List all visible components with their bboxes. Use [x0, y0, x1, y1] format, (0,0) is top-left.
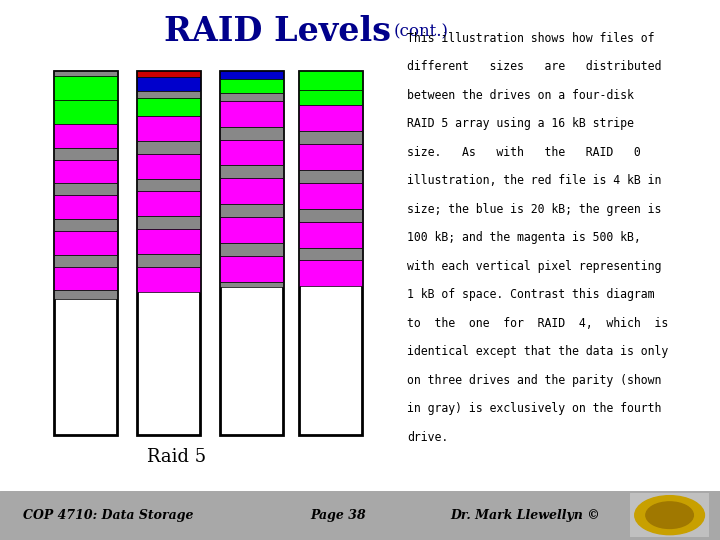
Bar — [54, 184, 117, 195]
Bar — [54, 195, 117, 219]
Bar — [137, 91, 200, 98]
Bar — [54, 231, 117, 255]
Bar — [299, 260, 362, 286]
Bar — [54, 71, 117, 435]
Text: COP 4710: Data Storage: COP 4710: Data Storage — [23, 509, 193, 522]
Bar — [137, 217, 200, 229]
Bar — [54, 160, 117, 184]
Bar — [299, 105, 362, 131]
Bar — [220, 204, 283, 217]
Bar — [220, 71, 283, 435]
Bar — [299, 170, 362, 183]
Text: to  the  one  for  RAID  4,  which  is: to the one for RAID 4, which is — [407, 317, 668, 330]
Bar — [137, 254, 200, 267]
Bar — [220, 93, 283, 101]
Text: size.   As   with   the   RAID   0: size. As with the RAID 0 — [407, 146, 641, 159]
Bar — [220, 126, 283, 139]
Bar — [54, 71, 117, 76]
Bar — [137, 71, 200, 435]
Text: drive.: drive. — [407, 431, 448, 444]
Bar — [299, 221, 362, 247]
Text: on three drives and the parity (shown: on three drives and the parity (shown — [407, 374, 661, 387]
Text: RAID Levels: RAID Levels — [163, 16, 391, 49]
Text: between the drives on a four-disk: between the drives on a four-disk — [407, 89, 634, 102]
Bar — [220, 165, 283, 178]
Bar — [299, 71, 362, 435]
Bar — [220, 79, 283, 93]
Bar — [137, 154, 200, 179]
Bar — [299, 71, 362, 90]
Bar — [137, 267, 200, 292]
Text: Dr. Mark Llewellyn ©: Dr. Mark Llewellyn © — [451, 509, 600, 522]
Bar — [54, 219, 117, 231]
Text: 1 kB of space. Contrast this diagram: 1 kB of space. Contrast this diagram — [407, 288, 654, 301]
Text: (cont.): (cont.) — [394, 23, 449, 40]
Text: RAID 5 array using a 16 kB stripe: RAID 5 array using a 16 kB stripe — [407, 117, 634, 131]
Bar — [54, 291, 117, 299]
Text: illustration, the red file is 4 kB in: illustration, the red file is 4 kB in — [407, 174, 661, 187]
Text: size; the blue is 20 kB; the green is: size; the blue is 20 kB; the green is — [407, 203, 661, 216]
Text: Raid 5: Raid 5 — [147, 448, 206, 466]
Bar — [54, 100, 117, 124]
Bar — [220, 243, 283, 256]
Bar — [137, 191, 200, 217]
Text: with each vertical pixel representing: with each vertical pixel representing — [407, 260, 661, 273]
Bar — [137, 116, 200, 141]
Text: identical except that the data is only: identical except that the data is only — [407, 346, 668, 359]
Bar — [220, 256, 283, 282]
Circle shape — [646, 502, 693, 529]
Bar — [220, 139, 283, 165]
Bar — [54, 267, 117, 291]
Text: in gray) is exclusively on the fourth: in gray) is exclusively on the fourth — [407, 402, 661, 415]
Bar — [299, 90, 362, 105]
Bar — [220, 178, 283, 204]
Text: This illustration shows how files of: This illustration shows how files of — [407, 32, 654, 45]
Bar — [137, 179, 200, 191]
Bar — [220, 71, 283, 79]
Bar — [54, 255, 117, 267]
Circle shape — [635, 496, 704, 535]
Text: 100 kB; and the magenta is 500 kB,: 100 kB; and the magenta is 500 kB, — [407, 232, 641, 245]
Bar — [54, 124, 117, 148]
Bar — [54, 76, 117, 100]
Bar — [137, 71, 200, 77]
Bar — [137, 229, 200, 254]
Bar — [54, 148, 117, 160]
Bar — [299, 208, 362, 221]
Bar — [137, 141, 200, 154]
Bar — [220, 282, 283, 287]
Text: Page 38: Page 38 — [310, 509, 366, 522]
Bar — [137, 98, 200, 116]
Bar — [299, 183, 362, 208]
Bar — [137, 77, 200, 91]
Bar — [220, 101, 283, 126]
Bar — [299, 131, 362, 144]
Bar — [299, 247, 362, 260]
Bar — [299, 144, 362, 170]
Bar — [220, 217, 283, 243]
Text: different   sizes   are   distributed: different sizes are distributed — [407, 60, 661, 73]
